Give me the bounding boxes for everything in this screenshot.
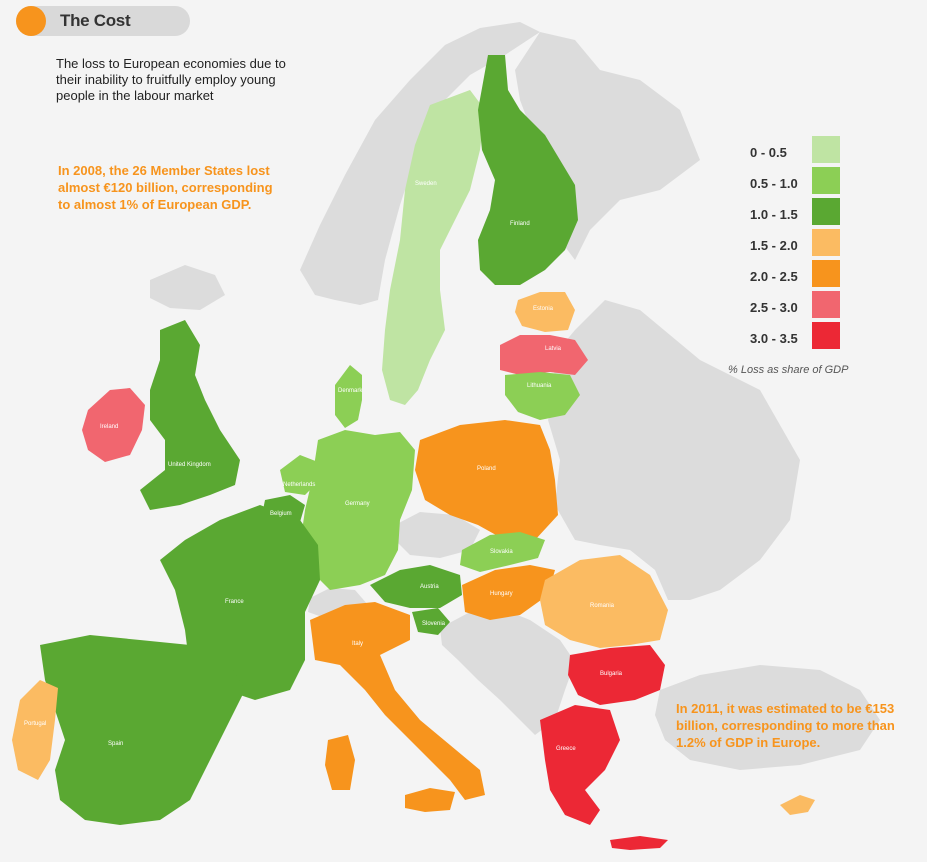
- label-austria: Austria: [420, 584, 439, 590]
- country-uk: [140, 320, 240, 510]
- country-slovenia: [412, 608, 450, 635]
- label-spain: Spain: [108, 741, 123, 747]
- country-romania: [540, 555, 668, 648]
- legend-swatch: [812, 136, 840, 163]
- legend-item-label: 2.5 - 3.0: [750, 300, 798, 315]
- balkans-region: [440, 608, 575, 735]
- intro-text: The loss to European economies due to th…: [56, 56, 286, 103]
- legend-item-label: 0.5 - 1.0: [750, 176, 798, 191]
- legend-item: 1.5 - 2.0: [742, 229, 852, 260]
- label-romania: Romania: [590, 603, 615, 609]
- label-sweden: Sweden: [415, 181, 437, 187]
- legend-item: 0 - 0.5: [742, 136, 852, 167]
- country-greece: [540, 705, 620, 825]
- legend-swatch: [812, 167, 840, 194]
- legend-item: 3.0 - 3.5: [742, 322, 852, 353]
- note-2008: In 2008, the 26 Member States lost almos…: [58, 163, 273, 212]
- turkey-region: [655, 665, 880, 770]
- legend-item: 2.0 - 2.5: [742, 260, 852, 291]
- country-bulgaria: [568, 645, 665, 705]
- country-estonia: [515, 292, 575, 332]
- label-portugal: Portugal: [24, 721, 46, 727]
- legend-item-label: 1.5 - 2.0: [750, 238, 798, 253]
- legend-item-label: 0 - 0.5: [750, 145, 787, 160]
- country-hungary: [462, 565, 555, 620]
- island-crete: [610, 836, 668, 850]
- country-lithuania: [505, 372, 580, 420]
- legend-swatch: [812, 322, 840, 349]
- label-bulgaria: Bulgaria: [600, 671, 623, 677]
- island-sardinia: [325, 735, 355, 790]
- country-denmark: [335, 365, 362, 428]
- legend-item-label: 2.0 - 2.5: [750, 269, 798, 284]
- label-lithuania: Lithuania: [527, 383, 552, 389]
- label-italy: Italy: [352, 641, 363, 647]
- label-slovenia: Slovenia: [422, 621, 446, 627]
- east-europe-region: [548, 300, 800, 600]
- legend-caption: % Loss as share of GDP: [728, 364, 849, 376]
- label-slovakia: Slovakia: [490, 549, 513, 555]
- country-sweden: [382, 90, 485, 405]
- label-netherlands: Netherlands: [283, 482, 315, 488]
- legend-swatch: [812, 291, 840, 318]
- legend-swatch: [812, 229, 840, 256]
- label-poland: Poland: [477, 466, 496, 472]
- country-austria: [370, 565, 462, 608]
- country-ireland: [82, 388, 145, 462]
- label-estonia: Estonia: [533, 306, 554, 312]
- legend-item-label: 3.0 - 3.5: [750, 331, 798, 346]
- country-finland: [478, 55, 578, 285]
- country-spain: [40, 635, 245, 825]
- country-slovakia: [460, 532, 545, 572]
- legend: 0 - 0.5 0.5 - 1.0 1.0 - 1.5 1.5 - 2.0 2.0 - …: [742, 136, 852, 353]
- orange-dot-icon: [16, 6, 46, 36]
- page-title: The Cost: [60, 11, 131, 30]
- label-latvia: Latvia: [545, 346, 562, 352]
- legend-swatch: [812, 198, 840, 225]
- label-greece: Greece: [556, 746, 576, 752]
- title-pill: The Cost: [16, 6, 190, 36]
- russia-north-region: [515, 32, 700, 260]
- legend-item-label: 1.0 - 1.5: [750, 207, 798, 222]
- norway-region: [300, 22, 540, 305]
- label-uk: United Kingdom: [168, 462, 211, 468]
- island-sicily: [405, 788, 455, 812]
- country-netherlands: [280, 455, 318, 495]
- legend-item: 0.5 - 1.0: [742, 167, 852, 198]
- legend-item: 1.0 - 1.5: [742, 198, 852, 229]
- legend-item: 2.5 - 3.0: [742, 291, 852, 322]
- label-ireland: Ireland: [100, 424, 118, 430]
- label-france: France: [225, 599, 244, 605]
- iceland-region: [150, 265, 225, 310]
- country-portugal: [12, 680, 58, 780]
- country-latvia: [500, 335, 588, 375]
- label-belgium: Belgium: [270, 511, 292, 517]
- note-2011: In 2011, it was estimated to be €153 bil…: [676, 701, 895, 750]
- country-poland: [415, 420, 558, 540]
- label-hungary: Hungary: [490, 591, 513, 597]
- non-member-areas: [150, 22, 880, 770]
- label-germany: Germany: [345, 501, 370, 507]
- island-cyprus: [780, 795, 815, 815]
- country-italy: [310, 602, 485, 800]
- label-denmark: Denmark: [338, 388, 363, 394]
- country-germany: [300, 430, 415, 590]
- czech-region: [395, 512, 480, 558]
- label-finland: Finland: [510, 221, 530, 227]
- legend-swatch: [812, 260, 840, 287]
